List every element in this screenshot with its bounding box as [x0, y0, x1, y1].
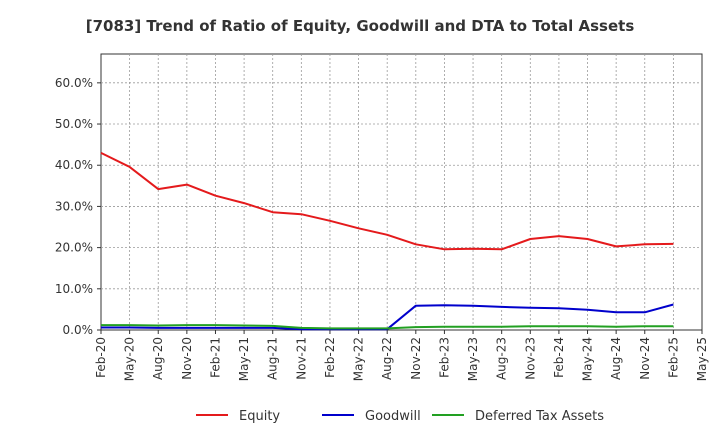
x-tick-label: Feb-21	[208, 337, 222, 378]
y-tick-label: 30.0%	[55, 199, 93, 213]
x-tick-label: Aug-20	[151, 337, 165, 380]
legend-label-goodwill: Goodwill	[365, 409, 421, 424]
y-axis: 0.0% 10.0% 20.0% 30.0% 40.0% 50.0% 60.0%	[55, 76, 101, 337]
x-tick-label: Aug-23	[495, 337, 509, 380]
x-tick-label: May-24	[581, 337, 595, 381]
x-tick-label: Aug-24	[609, 337, 623, 380]
x-tick-label: Nov-23	[523, 337, 537, 380]
y-tick-label: 20.0%	[55, 241, 93, 255]
x-axis: Feb-20 May-20 Aug-20 Nov-20 Feb-21 May-21 Aug-…	[94, 330, 709, 381]
x-tick-label: Nov-20	[180, 337, 194, 380]
x-tick-label: Nov-22	[409, 337, 423, 380]
y-tick-label: 40.0%	[55, 158, 93, 172]
x-tick-label: Feb-20	[94, 337, 108, 378]
x-tick-label: May-20	[123, 337, 137, 381]
chart-figure: [7083] Trend of Ratio of Equity, Goodwil…	[0, 0, 720, 440]
x-tick-label: May-21	[237, 337, 251, 381]
x-tick-label: Feb-24	[552, 337, 566, 378]
x-tick-label: May-22	[352, 337, 366, 381]
x-tick-label: Nov-24	[638, 337, 652, 380]
x-tick-label: May-23	[466, 337, 480, 381]
chart-title: [7083] Trend of Ratio of Equity, Goodwil…	[86, 17, 635, 35]
y-tick-label: 10.0%	[55, 282, 93, 296]
y-tick-label: 0.0%	[63, 323, 94, 337]
y-tick-label: 50.0%	[55, 117, 93, 131]
y-tick-label: 60.0%	[55, 76, 93, 90]
x-tick-label: Feb-25	[666, 337, 680, 378]
x-tick-label: Aug-22	[380, 337, 394, 380]
x-tick-label: Feb-23	[437, 337, 451, 378]
legend-label-deferred-tax-assets: Deferred Tax Assets	[475, 409, 604, 424]
x-tick-label: Aug-21	[266, 337, 280, 380]
legend-label-equity: Equity	[239, 409, 280, 424]
x-tick-label: May-25	[695, 337, 709, 381]
x-tick-label: Feb-22	[323, 337, 337, 378]
x-tick-label: Nov-21	[294, 337, 308, 380]
legend: Equity Goodwill Deferred Tax Assets	[196, 409, 604, 424]
